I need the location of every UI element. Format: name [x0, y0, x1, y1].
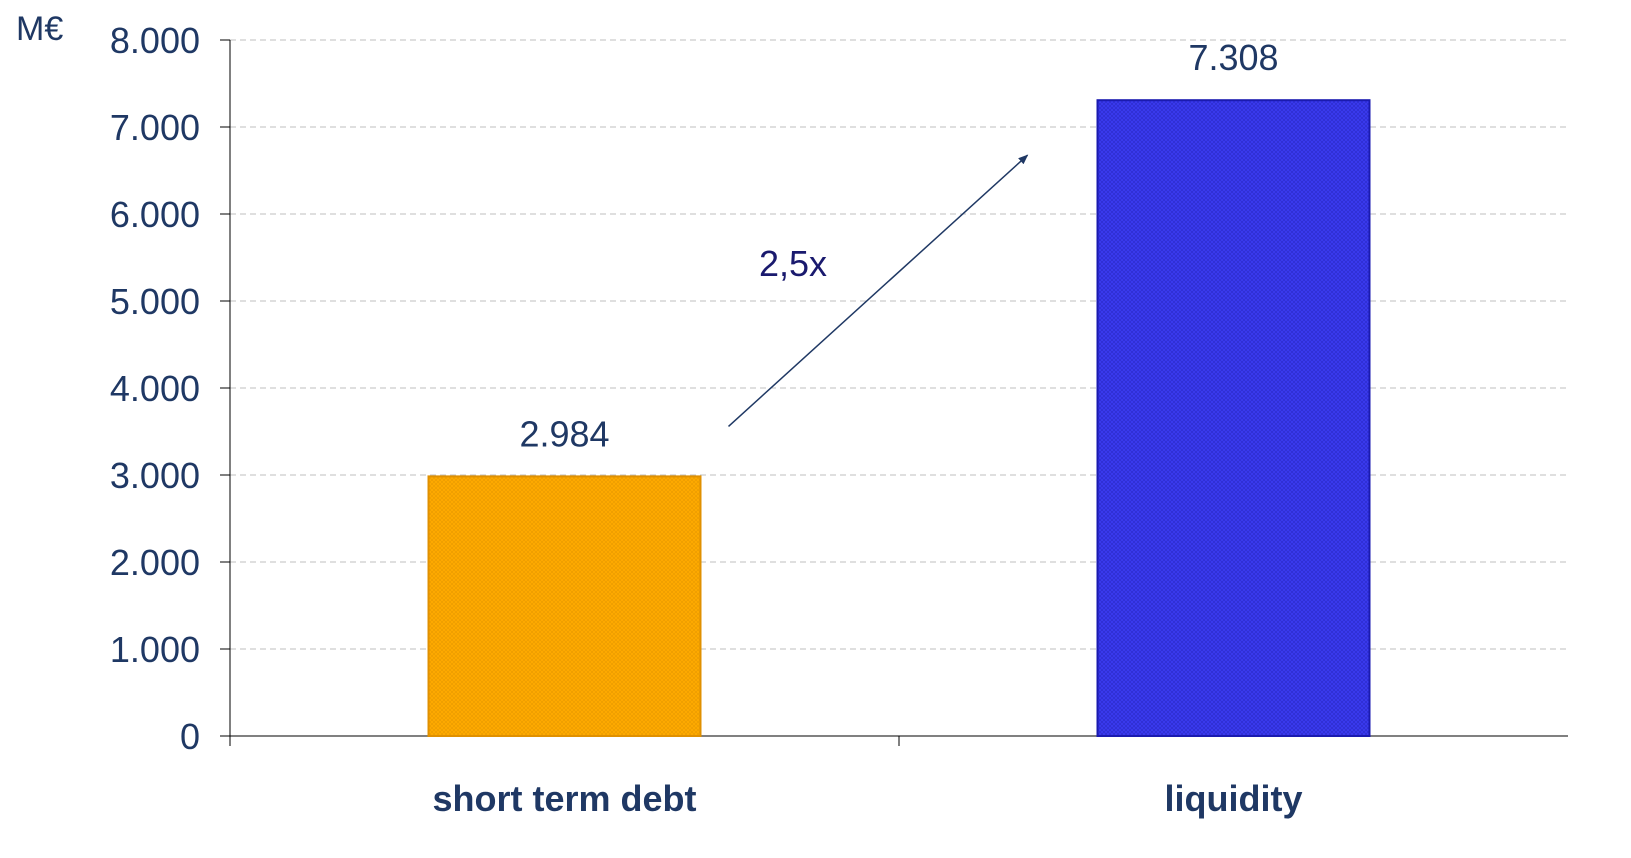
y-tick-label: 4.000 [110, 368, 200, 409]
labels: 0 1.000 2.000 3.000 4.000 5.000 6.000 7.000 8.00… [16, 10, 1303, 819]
y-tick-label: 1.000 [110, 629, 200, 670]
data-label: 7.308 [1188, 37, 1278, 78]
y-tick-label: 3.000 [110, 455, 200, 496]
y-tick-label: 2.000 [110, 542, 200, 583]
bars [427, 99, 1371, 738]
data-label: 2.984 [519, 413, 609, 454]
y-tick-label: 5.000 [110, 281, 200, 322]
y-tick-label: 6.000 [110, 194, 200, 235]
y-tick-label: 0 [180, 716, 200, 757]
unit-label: M€ [16, 10, 63, 48]
x-tick-label: short term debt [432, 778, 696, 819]
y-tick-label: 8.000 [110, 20, 200, 61]
bar-short-term-debt [427, 475, 702, 737]
growth-arrow [727, 154, 1029, 427]
x-tick-label: liquidity [1165, 778, 1303, 819]
bar-liquidity [1096, 99, 1371, 738]
annotations: 2,5x [727, 154, 1029, 427]
annotation-label: 2,5x [759, 243, 827, 284]
y-tick-label: 7.000 [110, 107, 200, 148]
